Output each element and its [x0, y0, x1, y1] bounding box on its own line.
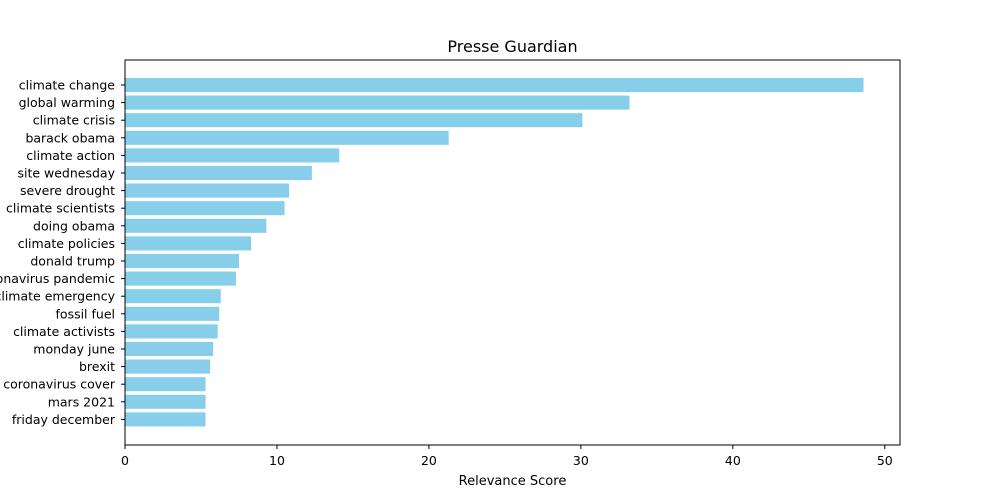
bar-climate-policies: [125, 236, 252, 251]
x-axis-label: Relevance Score: [459, 474, 567, 489]
bar-climate-scientists: [125, 201, 285, 216]
x-tick-label: 10: [269, 453, 285, 468]
y-tick-label: fossil fuel: [56, 306, 115, 321]
y-tick-label: site wednesday: [17, 166, 115, 181]
bar-climate-crisis: [125, 113, 583, 128]
y-tick-label: coronavirus cover: [3, 377, 116, 392]
bar-friday-december: [125, 412, 206, 427]
bar-doing-obama: [125, 218, 267, 233]
bar-brexit: [125, 359, 211, 374]
bar-monday-june: [125, 341, 214, 357]
bar-mars-2021: [125, 394, 206, 409]
bar-climate-change: [125, 77, 864, 93]
bar-site-wednesday: [125, 165, 312, 181]
y-tick-label: doing obama: [33, 218, 115, 233]
y-tick-label: climate crisis: [33, 113, 115, 128]
y-tick-label: climate emergency: [0, 289, 116, 304]
y-tick-label: climate action: [26, 148, 115, 163]
y-tick-label: climate activists: [13, 324, 115, 339]
x-tick-label: 0: [121, 453, 129, 468]
x-tick-label: 50: [877, 453, 893, 468]
y-tick-label: monday june: [33, 342, 115, 357]
chart-title: Presse Guardian: [447, 37, 577, 56]
y-tick-label: coronavirus pandemic: [0, 271, 115, 286]
bar-coronavirus-pandemic: [125, 271, 236, 286]
y-tick-label: climate scientists: [6, 201, 115, 216]
y-tick-label: climate change: [19, 78, 116, 93]
y-tick-label: donald trump: [30, 254, 115, 269]
x-tick-label: 20: [421, 453, 437, 468]
bar-coronavirus-cover: [125, 377, 206, 392]
bar-climate-activists: [125, 324, 218, 339]
plot-frame: [124, 59, 901, 446]
bar-donald-trump: [125, 253, 239, 269]
y-tick-label: mars 2021: [48, 394, 115, 409]
y-tick-label: brexit: [79, 359, 115, 374]
y-tick-label: friday december: [12, 412, 116, 427]
x-tick-label: 40: [725, 453, 741, 468]
y-tick-label: global warming: [19, 95, 115, 110]
x-tick-label: 30: [573, 453, 589, 468]
y-tick-label: severe drought: [20, 183, 115, 198]
bar-climate-emergency: [125, 289, 221, 304]
bar-fossil-fuel: [125, 306, 220, 321]
bar-barack-obama: [125, 130, 449, 145]
bar-severe-drought: [125, 183, 290, 198]
bar-global-warming: [125, 95, 630, 110]
y-tick-label: barack obama: [25, 130, 115, 145]
bar-climate-action: [125, 148, 340, 163]
y-tick-label: climate policies: [18, 236, 115, 251]
